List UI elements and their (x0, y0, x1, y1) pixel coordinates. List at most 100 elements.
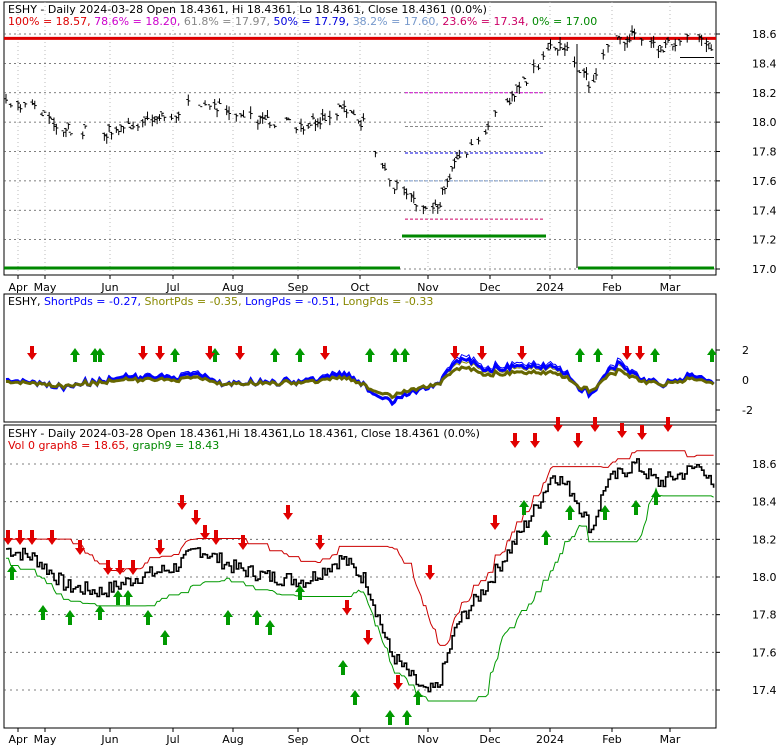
p1-ylabel-1: 18.4 (752, 57, 777, 70)
p3-xlabel-4: Aug (222, 733, 243, 745)
p2-down-arrow (517, 346, 527, 360)
p3-up-arrow (65, 610, 75, 625)
p3-up-arrow (143, 610, 153, 625)
p3-down-arrow (191, 510, 201, 525)
p3-ylabel-5: 17.6 (752, 646, 777, 659)
p1-ylabel-8: 17.0 (752, 263, 777, 276)
p2-down-arrow (320, 346, 330, 360)
p3-down-arrow (103, 560, 113, 575)
p3-down-arrow (238, 535, 248, 550)
p3-up-arrow (600, 505, 610, 520)
p3-up-arrow (565, 505, 575, 520)
p3-up-arrow (113, 590, 123, 605)
p3-down-arrow (490, 515, 500, 530)
p1-xlabel-0: Apr (8, 281, 28, 294)
p2-longpds-olive (5, 365, 715, 400)
legend-longpds-1: LongPds = -0.51, (245, 295, 340, 308)
p2-up-arrow (295, 348, 305, 362)
graph9-label: graph9 = 18.43 (132, 439, 220, 452)
p3-down-arrow (573, 433, 583, 448)
p3-up-arrow (402, 710, 412, 725)
p2-up-arrow (650, 348, 660, 362)
p3-xlabel-8: Dec (479, 733, 500, 745)
p2-down-arrow (477, 346, 487, 360)
p3-down-arrow (155, 540, 165, 555)
p1-xlabel-4: Aug (222, 281, 243, 294)
p3-down-arrow (75, 540, 85, 555)
panel2-frame (3, 293, 717, 423)
p3-down-arrow (663, 417, 673, 432)
panel3-legend: Vol 0 graph8 = 18.65, graph9 = 18.43 (8, 439, 220, 452)
p3-down-arrow (211, 530, 221, 545)
p3-up-arrow (265, 620, 275, 635)
p2-up-arrow (400, 348, 410, 362)
p3-down-arrow (425, 565, 435, 580)
p3-down-arrow (393, 675, 403, 690)
p3-down-arrow (128, 560, 138, 575)
p3-up-arrow (252, 610, 262, 625)
p3-down-arrow (510, 433, 520, 448)
p3-ylabel-3: 18.0 (752, 571, 777, 584)
fib-786: 78.6% = 18.20, (94, 15, 181, 28)
p3-down-arrow (27, 530, 37, 545)
p3-ylabel-0: 18.6 (752, 458, 777, 471)
p1-xlabel-6: Oct (350, 281, 370, 294)
p1-ylabel-3: 18.0 (752, 116, 777, 129)
p3-up-arrow (95, 605, 105, 620)
p3-down-arrow (530, 433, 540, 448)
p3-ylabel-4: 17.8 (752, 609, 777, 622)
p3-up-arrow (7, 565, 17, 580)
p3-up-arrow (350, 690, 360, 705)
p2-ylabel-1: 0 (742, 374, 749, 387)
p1-ylabel-4: 17.8 (752, 146, 777, 159)
p3-down-arrow (15, 530, 25, 545)
p1-ylabel-7: 17.2 (752, 234, 777, 247)
p3-down-arrow (3, 530, 13, 545)
p3-ylabel-6: 17.4 (752, 684, 777, 697)
p3-up-arrow (295, 585, 305, 600)
p2-down-arrow (450, 346, 460, 360)
p3-up-arrow (519, 500, 529, 515)
p1-xlabel-9: 2024 (536, 281, 564, 294)
p1-xlabel-11: Mar (660, 281, 681, 294)
graph8-label: graph8 = 18.65 (38, 439, 126, 452)
p2-up-arrow (365, 348, 375, 362)
p1-xlabel-7: Nov (417, 281, 439, 294)
p1-xlabel-10: Feb (602, 281, 621, 294)
p2-up-arrow (593, 348, 603, 362)
p1-xlabel-3: Jul (165, 281, 179, 294)
p3-down-arrow (342, 600, 352, 615)
fib-382: 38.2% = 17.60, (352, 15, 439, 28)
p2-up-arrow (270, 348, 280, 362)
p3-xlabel-10: Feb (602, 733, 621, 745)
p2-down-arrow (205, 346, 215, 360)
p1-xlabel-5: Sep (288, 281, 309, 294)
p3-up-arrow (123, 590, 133, 605)
p3-down-arrow (115, 560, 125, 575)
p1-xlabel-8: Dec (479, 281, 500, 294)
p3-up-arrow (223, 610, 233, 625)
p3-ylabel-1: 18.4 (752, 496, 777, 509)
p3-xlabel-7: Nov (417, 733, 439, 745)
fib-legend: 100% = 18.57, 78.6% = 18.20, 61.8% = 17.… (8, 16, 597, 28)
p3-graph8-line (5, 450, 714, 646)
p2-down-arrow (138, 346, 148, 360)
p1-ylabel-2: 18.2 (752, 87, 777, 100)
p2-up-arrow (210, 348, 220, 362)
p3-down-arrow (177, 495, 187, 510)
p2-up-arrow (707, 348, 717, 362)
fib-236: 23.6% = 17.34, (442, 15, 529, 28)
p2-down-arrow (27, 346, 37, 360)
p3-down-arrow (200, 525, 210, 540)
legend-longpds-2: LongPds = -0.33 (342, 295, 434, 308)
p1-ylabel-5: 17.6 (752, 175, 777, 188)
legend-shortpds-2: ShortPds = -0.35, (144, 295, 242, 308)
p3-up-arrow (385, 710, 395, 725)
p2-down-arrow (635, 346, 645, 360)
panel3-title: ESHY - Daily 2024-03-28 Open 18.4361,Hi … (8, 427, 480, 440)
p3-xlabel-5: Sep (288, 733, 309, 745)
p2-up-arrow (575, 348, 585, 362)
p1-xlabel-1: May (34, 281, 57, 294)
